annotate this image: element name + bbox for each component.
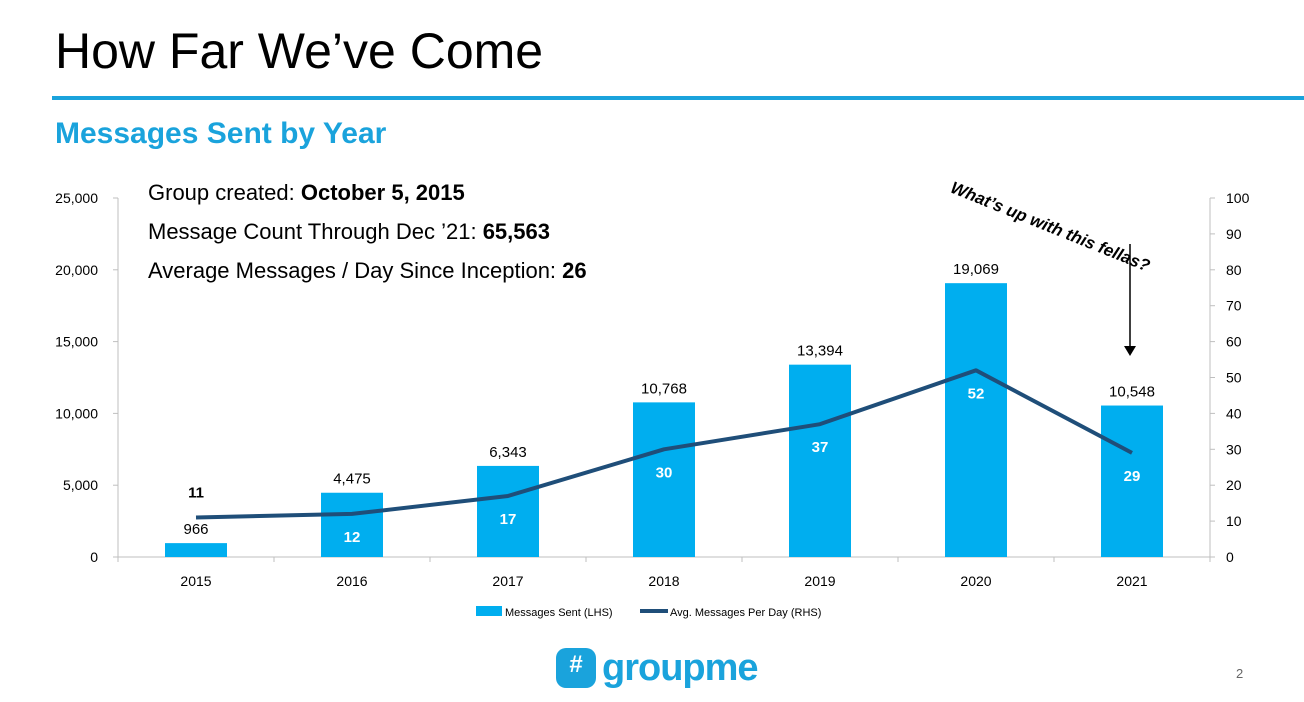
y-left-tick-label: 20,000 bbox=[55, 262, 98, 278]
chart-legend: Messages Sent (LHS) Avg. Messages Per Day… bbox=[476, 606, 821, 619]
stat-message-count: Message Count Through Dec ’21: 65,563 bbox=[148, 216, 587, 255]
stat-group-created: Group created: October 5, 2015 bbox=[148, 177, 587, 216]
stat-value: October 5, 2015 bbox=[300, 180, 465, 205]
bar-value-label: 13,394 bbox=[797, 343, 843, 360]
bar-value-label: 19,069 bbox=[953, 261, 999, 278]
y-right-tick-label: 60 bbox=[1226, 334, 1242, 350]
bar-2019 bbox=[789, 364, 851, 557]
y-right-tick-label: 30 bbox=[1226, 441, 1242, 457]
x-tick-label: 2021 bbox=[1116, 573, 1147, 589]
y-right-tick-label: 90 bbox=[1226, 226, 1242, 242]
stat-label: Message Count Through Dec ’21: bbox=[148, 219, 483, 244]
x-tick-label: 2018 bbox=[648, 573, 679, 589]
x-tick-label: 2019 bbox=[804, 573, 835, 589]
hashtag-chat-icon: # bbox=[556, 648, 596, 688]
stat-label: Group created: bbox=[148, 180, 301, 205]
y-right-tick-label: 0 bbox=[1226, 549, 1234, 565]
stats-block: Group created: October 5, 2015 Message C… bbox=[148, 177, 587, 294]
y-right-tick-label: 50 bbox=[1226, 370, 1242, 386]
x-tick-label: 2017 bbox=[492, 573, 523, 589]
bar-value-label: 10,548 bbox=[1109, 384, 1155, 401]
legend-label-bar: Messages Sent (LHS) bbox=[505, 607, 613, 619]
bar-2018 bbox=[633, 402, 695, 557]
x-tick-label: 2015 bbox=[180, 573, 211, 589]
stat-average-per-day: Average Messages / Day Since Inception: … bbox=[148, 255, 587, 294]
y-left-tick-label: 25,000 bbox=[55, 190, 98, 206]
legend-label-line: Avg. Messages Per Day (RHS) bbox=[670, 607, 821, 619]
x-tick-label: 2016 bbox=[336, 573, 367, 589]
legend-swatch-bar bbox=[476, 606, 502, 616]
bar-series bbox=[165, 283, 1163, 557]
bar-2021 bbox=[1101, 405, 1163, 557]
bar-2016 bbox=[321, 492, 383, 557]
y-right-tick-label: 100 bbox=[1226, 190, 1250, 206]
bar-value-label: 4,475 bbox=[333, 471, 371, 488]
y-right-tick-label: 40 bbox=[1226, 405, 1242, 421]
line-value-label: 17 bbox=[500, 511, 517, 528]
line-value-label: 29 bbox=[1124, 468, 1141, 485]
y-right-tick-label: 20 bbox=[1226, 477, 1242, 493]
y-left-tick-label: 0 bbox=[90, 549, 98, 565]
chart-axes: 0 5,000 10,000 15,000 20,000 25,000 0 10 20 30 40 5… bbox=[55, 190, 1249, 589]
bar-value-label: 6,343 bbox=[489, 444, 527, 461]
slide-title: How Far We’ve Come bbox=[55, 23, 544, 79]
line-value-label: 11 bbox=[188, 485, 204, 502]
stat-value: 26 bbox=[562, 258, 587, 283]
y-right-tick-label: 80 bbox=[1226, 262, 1242, 278]
stat-value: 65,563 bbox=[482, 219, 550, 244]
bar-2015 bbox=[165, 543, 227, 557]
line-value-label: 30 bbox=[656, 464, 673, 481]
callout-arrow bbox=[1124, 244, 1136, 356]
line-series bbox=[195, 368, 1133, 520]
stat-label: Average Messages / Day Since Inception: bbox=[148, 258, 563, 283]
bar-value-label: 966 bbox=[183, 521, 208, 538]
bar-2017 bbox=[477, 465, 539, 557]
line-value-label: 12 bbox=[344, 529, 361, 546]
groupme-logo: # groupme bbox=[556, 644, 759, 692]
line-value-label: 52 bbox=[968, 385, 985, 402]
y-left-tick-label: 15,000 bbox=[55, 334, 98, 350]
y-left-tick-label: 10,000 bbox=[55, 405, 98, 421]
y-left-tick-label: 5,000 bbox=[63, 477, 98, 493]
line-value-label: 37 bbox=[812, 439, 829, 456]
y-right-tick-label: 10 bbox=[1226, 513, 1242, 529]
y-right-tick-label: 70 bbox=[1226, 298, 1242, 314]
x-tick-label: 2020 bbox=[960, 573, 991, 589]
logo-text: groupme bbox=[602, 646, 759, 689]
bar-2020 bbox=[945, 283, 1007, 557]
page-number: 2 bbox=[1236, 666, 1244, 681]
avg-messages-line bbox=[195, 368, 1133, 520]
bar-value-label: 10,768 bbox=[641, 380, 687, 397]
title-divider bbox=[52, 96, 1304, 100]
data-labels: 966 4,475 6,343 10,768 13,394 19,069 10,548 11 1… bbox=[183, 261, 1154, 546]
section-title: Messages Sent by Year bbox=[55, 117, 387, 150]
